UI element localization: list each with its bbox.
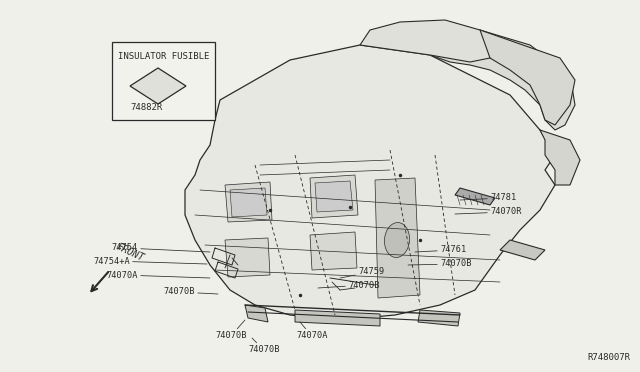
Polygon shape: [540, 130, 580, 185]
Text: INSULATOR FUSIBLE: INSULATOR FUSIBLE: [118, 52, 209, 61]
Text: 74070B: 74070B: [215, 320, 246, 340]
Polygon shape: [468, 30, 575, 125]
Polygon shape: [500, 240, 545, 260]
Text: 74070A: 74070A: [106, 270, 210, 279]
Text: 74070B: 74070B: [408, 260, 472, 269]
Text: 74882R: 74882R: [130, 103, 163, 112]
Polygon shape: [130, 68, 186, 104]
Text: R748007R: R748007R: [587, 353, 630, 362]
Text: FRONT: FRONT: [115, 241, 146, 263]
Polygon shape: [225, 182, 272, 222]
Polygon shape: [375, 178, 420, 298]
Text: 74781: 74781: [460, 193, 516, 202]
Polygon shape: [418, 310, 460, 326]
Polygon shape: [310, 232, 357, 270]
Ellipse shape: [385, 222, 410, 257]
Polygon shape: [455, 188, 495, 205]
Polygon shape: [315, 181, 353, 212]
Text: 74754+A: 74754+A: [93, 257, 207, 266]
Text: 74759: 74759: [340, 267, 384, 278]
Polygon shape: [185, 45, 555, 320]
Text: 74070A: 74070A: [296, 322, 328, 340]
Polygon shape: [230, 188, 267, 217]
Text: 74070B: 74070B: [163, 288, 218, 296]
Text: 74070R: 74070R: [455, 208, 522, 217]
Text: 74070B: 74070B: [318, 280, 380, 289]
Polygon shape: [295, 310, 380, 326]
Polygon shape: [360, 20, 490, 62]
Text: 74761: 74761: [415, 246, 467, 254]
Polygon shape: [310, 175, 358, 218]
Bar: [112, 42, 215, 120]
Polygon shape: [225, 238, 270, 277]
Text: 74754: 74754: [112, 244, 210, 253]
Polygon shape: [245, 305, 268, 322]
Polygon shape: [430, 30, 575, 130]
Text: 74070B: 74070B: [248, 338, 280, 355]
